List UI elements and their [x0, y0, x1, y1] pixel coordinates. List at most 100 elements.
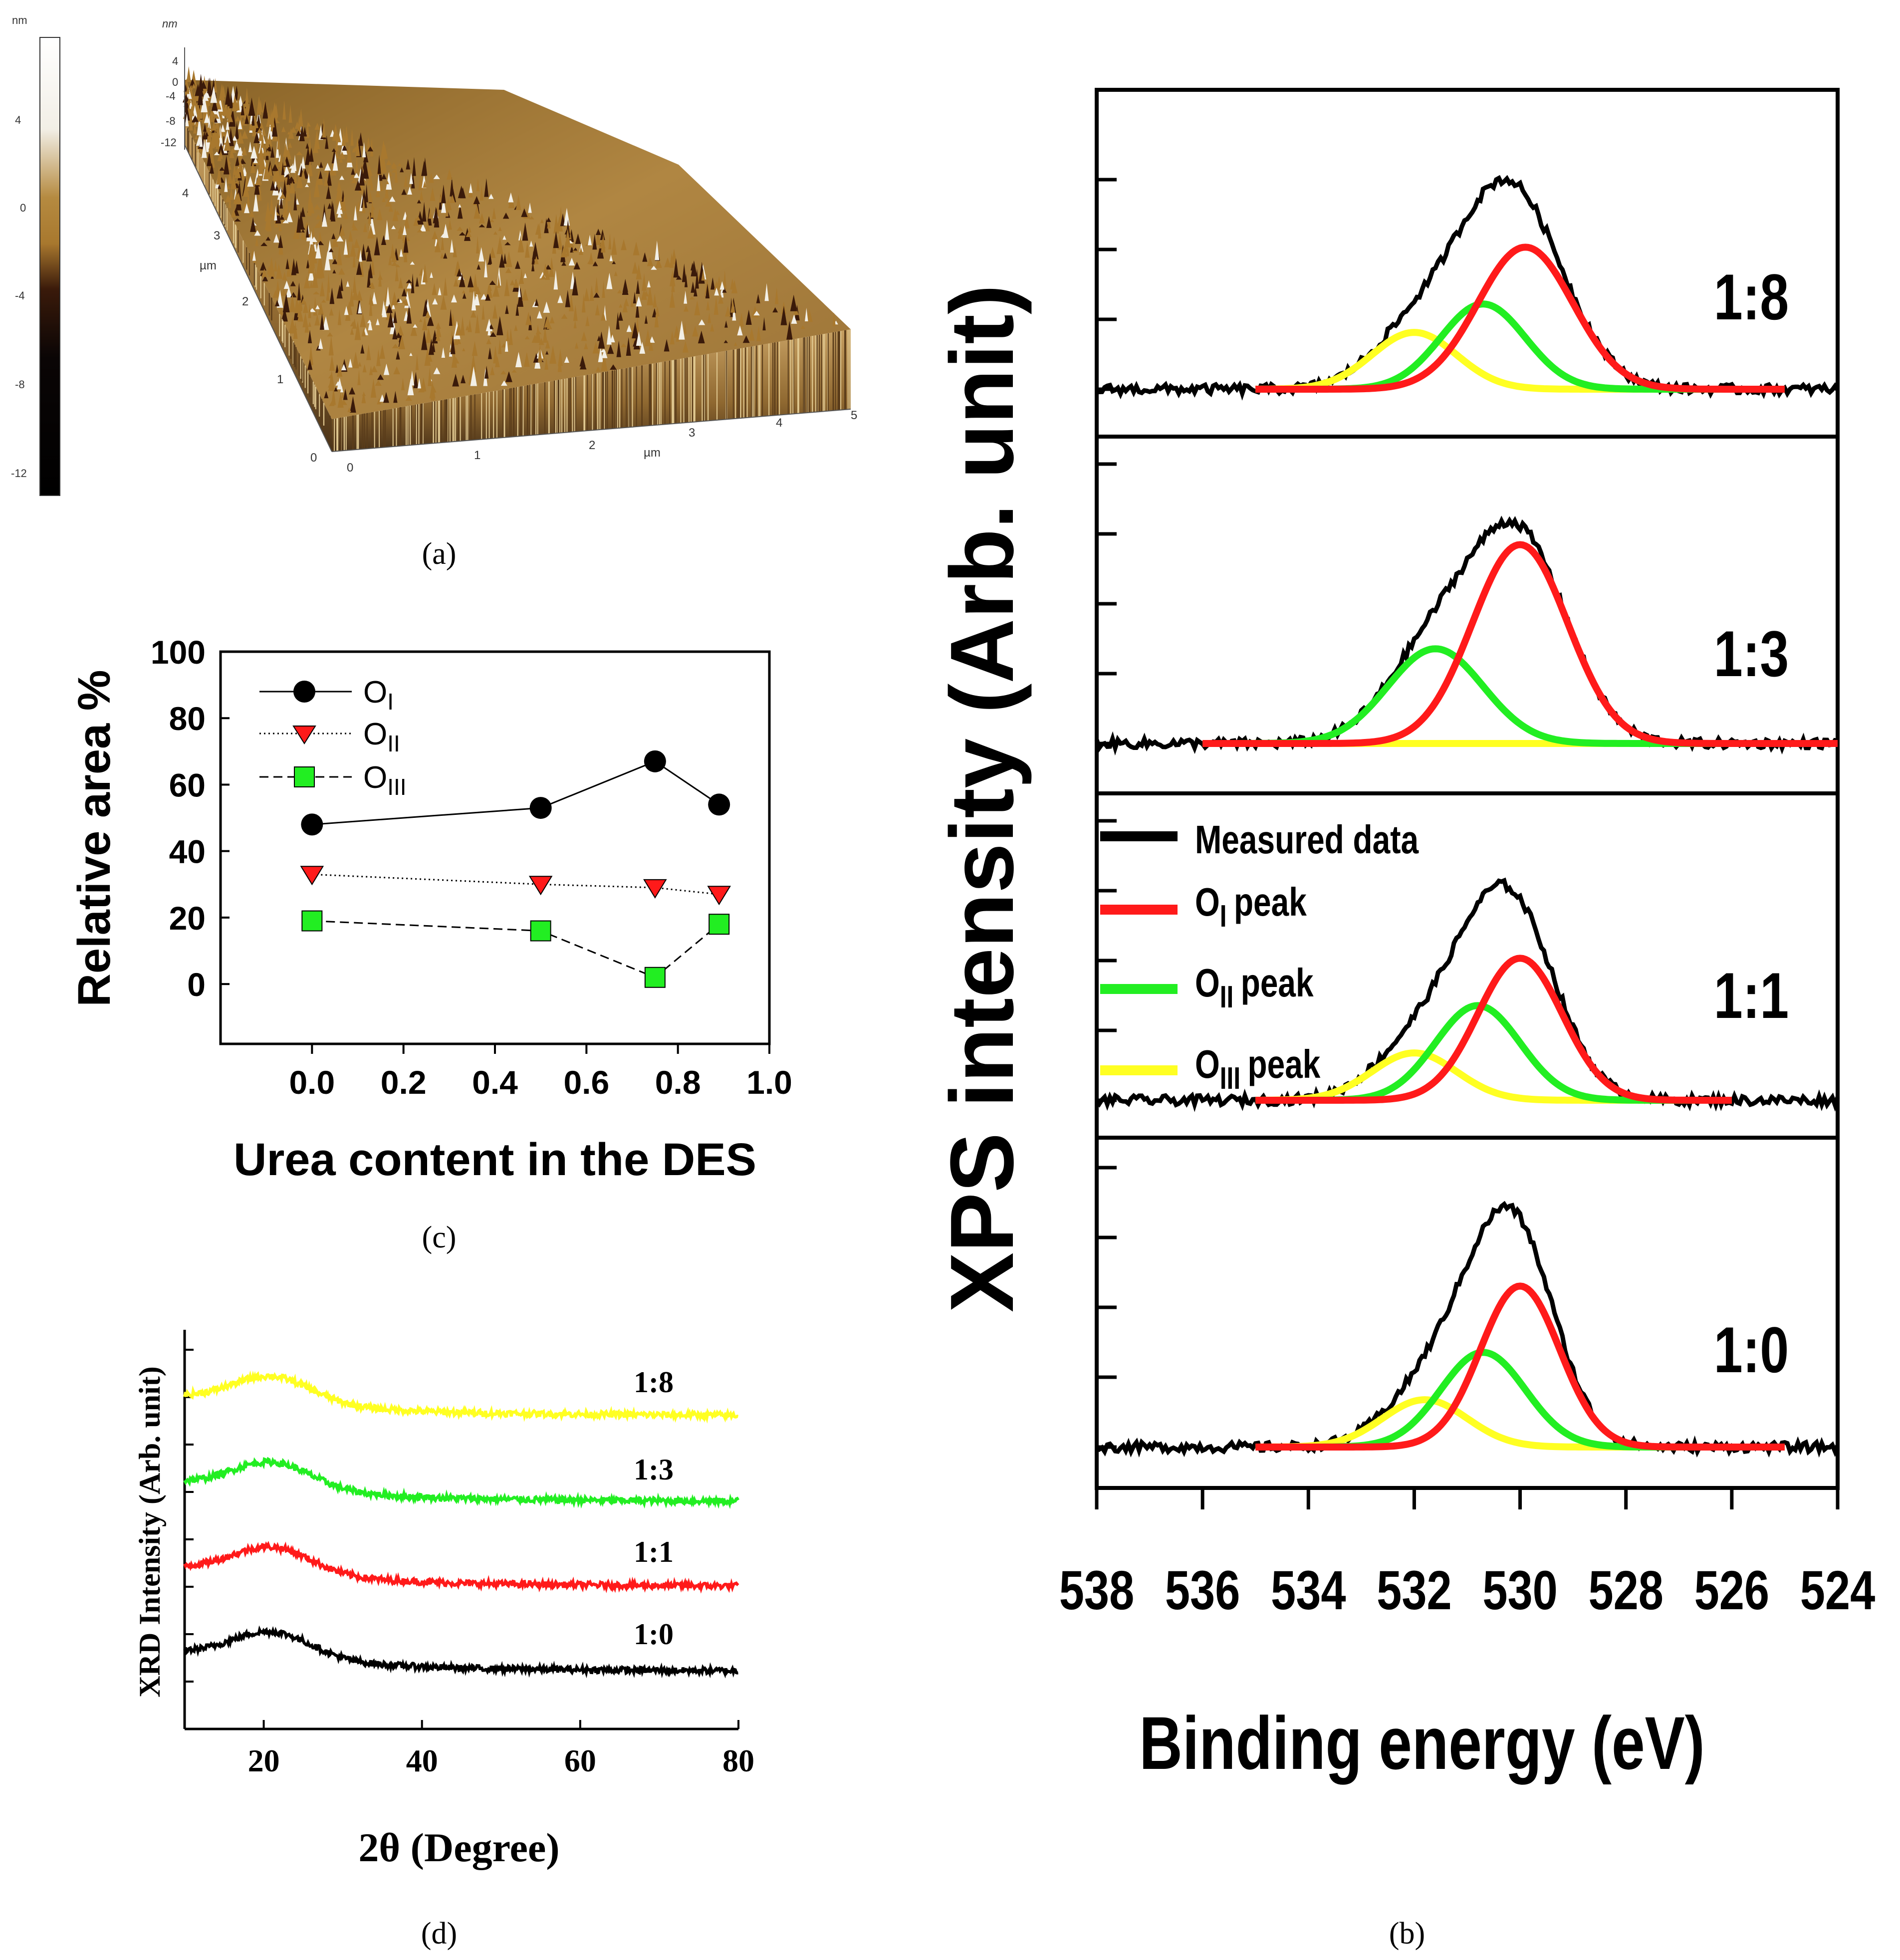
afm-spike	[724, 320, 728, 328]
afm-spike	[249, 210, 254, 217]
afm-spike	[430, 187, 436, 201]
afm-spike	[262, 275, 268, 281]
afm-spike	[226, 101, 233, 118]
afm-spike	[400, 167, 404, 173]
afm-spike	[336, 133, 341, 143]
afm-spike	[199, 130, 203, 147]
afm-spike	[617, 289, 623, 293]
xrd-y-label: XRD Intensity (Arb. unit)	[133, 1366, 166, 1697]
afm-spike	[447, 169, 453, 180]
afm-spike	[358, 301, 362, 314]
afm-spike	[393, 391, 398, 403]
afm-spike	[309, 281, 313, 288]
afm-spike	[421, 330, 428, 350]
afm-spike	[386, 170, 393, 176]
afm-spike	[489, 332, 496, 337]
afm-spike	[194, 135, 198, 140]
afm-spike	[271, 102, 278, 119]
afm-spike	[250, 217, 256, 232]
afm-spike	[314, 123, 320, 130]
afm-spike	[304, 320, 309, 333]
afm-spike	[231, 209, 237, 218]
afm-spike	[597, 243, 604, 259]
afm-spike	[270, 210, 276, 220]
afm-spike	[377, 374, 384, 380]
rel-x-tick-label: 0.0	[289, 1064, 335, 1101]
rel-series	[300, 750, 731, 988]
afm-spike	[263, 160, 270, 180]
xps-oi-peak	[1255, 244, 1785, 393]
xrd-series-line	[183, 1625, 738, 1679]
afm-spike	[337, 378, 343, 390]
afm-spike	[358, 132, 363, 146]
xrd-series-label: 1:3	[634, 1453, 674, 1486]
afm-spike	[549, 359, 553, 362]
afm-spike	[632, 261, 638, 274]
rel-point	[644, 967, 666, 988]
afm-spike	[308, 189, 312, 208]
afm-spike	[398, 277, 403, 289]
afm-spike	[295, 130, 301, 136]
afm-spike	[219, 111, 224, 122]
afm-spike	[363, 151, 369, 163]
afm-spike	[647, 286, 654, 305]
afm-spike	[315, 259, 322, 279]
afm-spike	[210, 86, 218, 103]
afm-spike	[673, 258, 679, 278]
afm-spike	[287, 142, 292, 148]
afm-spike	[283, 280, 290, 289]
afm-spike	[381, 235, 387, 245]
afm-spike	[348, 231, 353, 242]
afm-spike	[248, 141, 252, 152]
afm-spike	[595, 228, 601, 245]
afm-spike	[388, 255, 392, 265]
afm-spike	[341, 364, 347, 371]
legend-marker-rel-oiii	[294, 766, 315, 787]
afm-spike	[515, 303, 519, 316]
afm-spike	[339, 158, 343, 163]
legend-oii-base: O	[1195, 961, 1220, 1005]
afm-spike	[265, 136, 270, 148]
afm-x-tick: 3	[689, 426, 695, 440]
afm-spike	[543, 325, 547, 343]
afm-spike	[358, 362, 362, 367]
afm-x-tick: 5	[851, 409, 857, 422]
afm-z-tick: -4	[166, 90, 176, 102]
afm-spike	[422, 263, 428, 282]
afm-spike	[468, 226, 472, 233]
afm-spike	[564, 228, 571, 247]
afm-spike	[449, 195, 456, 203]
xps-y-label: XPS intensity (Arb. unit)	[932, 284, 1032, 1312]
afm-spike	[288, 128, 294, 139]
afm-spike	[381, 173, 387, 180]
afm-spike	[504, 336, 508, 352]
afm-spike	[742, 335, 750, 343]
afm-spike	[515, 194, 521, 211]
afm-spike	[505, 304, 509, 314]
afm-spike	[401, 378, 405, 391]
afm-spike	[211, 98, 218, 111]
afm-spike	[503, 253, 507, 264]
afm-spike	[433, 367, 441, 374]
afm-spike	[458, 204, 462, 208]
afm-spike	[391, 169, 397, 173]
afm-spike	[708, 312, 712, 323]
afm-spike	[421, 377, 427, 392]
afm-spike	[654, 308, 659, 328]
afm-spike	[352, 275, 357, 293]
afm-spike	[450, 335, 456, 354]
xps-oii-peak	[1255, 1002, 1732, 1104]
afm-spike	[299, 125, 305, 142]
afm-spike	[350, 129, 354, 146]
afm-spike	[229, 187, 234, 200]
afm-spike	[584, 287, 590, 301]
afm-spike	[303, 300, 308, 313]
afm-y-tick: 2	[242, 295, 248, 308]
afm-spike	[431, 389, 435, 401]
afm-spike	[595, 303, 600, 316]
afm-spike	[193, 123, 197, 134]
afm-spike	[496, 236, 503, 254]
afm-spike	[433, 174, 440, 179]
afm-spike	[443, 277, 448, 296]
afm-spike	[413, 372, 419, 388]
